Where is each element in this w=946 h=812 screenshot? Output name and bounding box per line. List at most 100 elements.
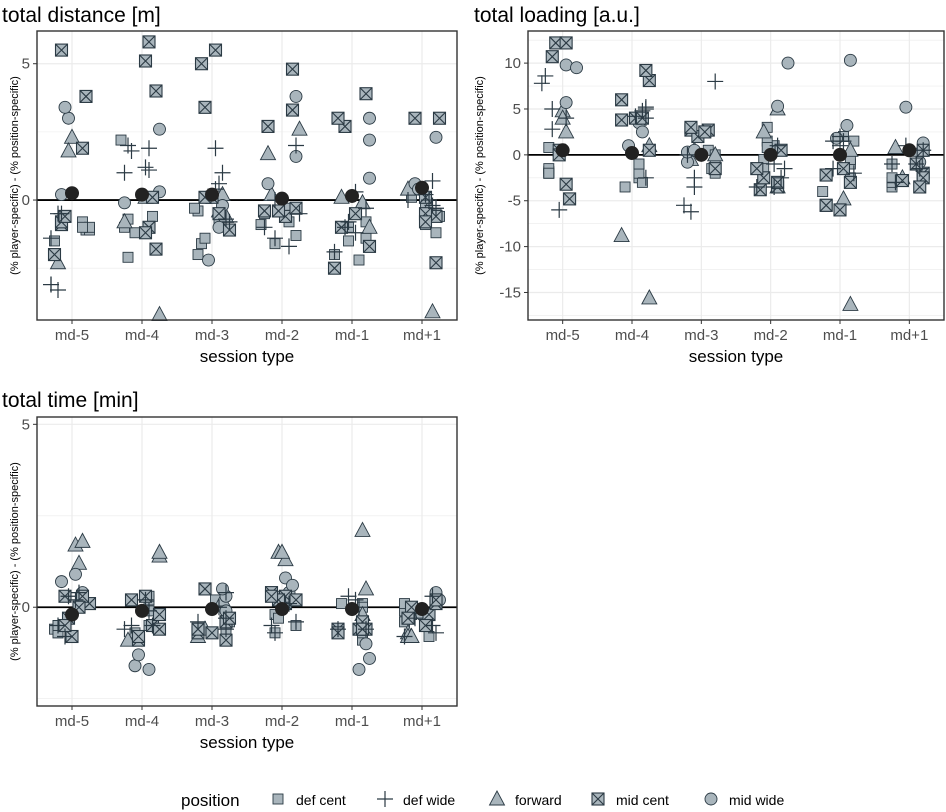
point-mid-wide (359, 637, 373, 651)
point-mid-cent (408, 111, 422, 125)
point-mid-wide (153, 122, 166, 136)
point-mid-cent (271, 204, 286, 218)
point-mid-wide (55, 575, 68, 589)
mean-point (694, 147, 709, 162)
legend-entry-mid-wide: mid wide (704, 792, 784, 808)
point-def-wide (396, 628, 413, 645)
point-def-wide (915, 142, 932, 159)
legend-key-mid-wide (704, 792, 718, 806)
point-mid-cent (642, 143, 656, 157)
point-def-wide (281, 238, 297, 255)
point-def-wide (116, 164, 133, 181)
point-mid-cent (138, 226, 153, 240)
point-def-wide (50, 617, 66, 634)
point-mid-wide (142, 662, 156, 676)
mean-point (275, 602, 289, 617)
y-tick-label: -15 (499, 284, 521, 301)
x-tick-label: md-1 (823, 327, 857, 344)
panel-total-time-min: 0 5 md-5 md-4 md-3 md-2 md-1 md+1 session type (%… (2, 389, 458, 752)
point-mid-cent (545, 50, 559, 64)
point-mid-cent (348, 207, 363, 221)
point-def-wide (144, 617, 161, 634)
point-def-wide (137, 159, 154, 176)
point-mid-wide (570, 61, 583, 75)
y-tick-label: 0 (22, 192, 30, 209)
point-forward (74, 532, 91, 548)
x-tick-label: md-3 (195, 713, 229, 730)
mean-point (65, 607, 79, 622)
point-mid-wide (559, 96, 573, 110)
point-def-cent (192, 249, 204, 261)
point-mid-cent (149, 84, 163, 98)
x-tick-label: md-4 (125, 713, 159, 730)
point-mid-cent (819, 198, 833, 212)
point-def-wide (326, 243, 343, 260)
point-def-wide (421, 192, 437, 209)
data-points (533, 36, 932, 311)
mean-point (205, 187, 219, 202)
point-def-wide (908, 156, 925, 173)
point-def-wide (627, 108, 644, 125)
point-mid-cent (124, 593, 139, 607)
point-mid-cent (75, 141, 90, 155)
point-def-wide (358, 200, 374, 217)
point-def-cent (255, 219, 267, 231)
point-def-wide (337, 219, 353, 236)
point-def-wide (50, 205, 66, 222)
point-def-cent (49, 235, 60, 247)
x-tick-label: md-5 (546, 327, 580, 344)
x-tick-label: md-4 (615, 327, 649, 344)
legend-label: def cent (296, 792, 346, 808)
point-mid-wide (635, 125, 649, 139)
point-mid-cent (47, 248, 62, 262)
point-mid-cent (563, 192, 577, 206)
point-def-cent (336, 598, 347, 610)
point-def-wide (43, 230, 59, 247)
point-mid-wide (363, 171, 376, 185)
point-def-wide (679, 146, 696, 163)
point-def-wide (291, 205, 308, 222)
point-def-wide (428, 200, 444, 217)
x-tick-label: md-5 (55, 327, 89, 344)
point-mid-cent (698, 125, 712, 139)
x-tick-label: md-3 (195, 327, 229, 344)
mean-point (902, 143, 917, 158)
point-def-wide (116, 621, 133, 638)
legend-key-forward (488, 790, 506, 806)
data-points (43, 35, 447, 321)
legend-key-def-cent (272, 793, 284, 805)
point-mid-cent (359, 87, 373, 101)
point-def-wide (682, 203, 699, 220)
point-def-wide (221, 213, 238, 230)
point-mid-cent (843, 175, 857, 189)
point-forward (357, 579, 375, 596)
point-mid-wide (771, 99, 785, 113)
point-mid-cent (131, 629, 146, 644)
point-def-wide (141, 162, 157, 179)
x-tick-label: md-2 (265, 713, 299, 730)
x-tick-label: md-4 (125, 327, 159, 344)
mean-point (415, 602, 429, 617)
point-mid-wide (286, 578, 299, 592)
legend-key-def-wide (377, 791, 393, 807)
point-def-wide (218, 584, 234, 601)
point-def-wide (776, 160, 793, 177)
point-mid-cent (198, 100, 212, 114)
mean-point (135, 603, 149, 618)
point-def-cent (543, 142, 555, 153)
point-mid-cent (149, 242, 163, 256)
point-def-wide (773, 169, 790, 186)
point-forward (291, 120, 308, 136)
point-mid-wide (843, 53, 857, 67)
point-def-wide (67, 591, 84, 608)
y-axis-label: (% player-specific) - (% position-specif… (9, 76, 21, 275)
point-def-wide (832, 128, 848, 145)
point-def-wide (911, 160, 928, 177)
mean-point (415, 180, 429, 195)
mean-point (135, 187, 149, 202)
point-def-wide (407, 610, 423, 627)
point-mid-cent (432, 111, 447, 125)
point-def-wide (558, 110, 575, 127)
point-def-wide (544, 100, 561, 117)
